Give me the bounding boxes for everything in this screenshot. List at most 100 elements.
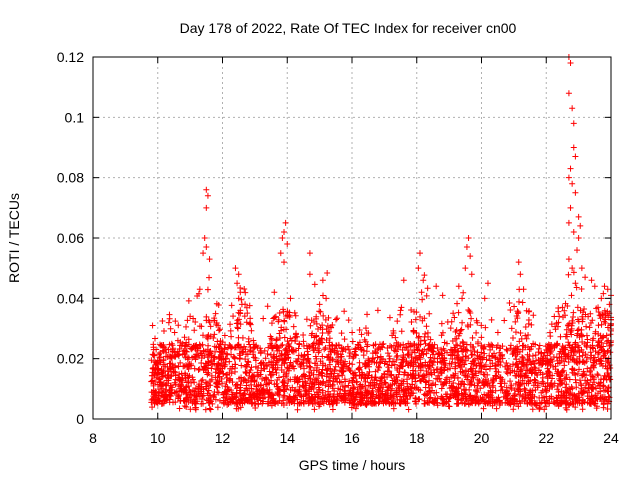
data-point: [530, 312, 537, 319]
data-point: [198, 383, 205, 390]
data-point: [447, 325, 454, 332]
data-point: [492, 365, 499, 372]
data-point: [561, 350, 568, 357]
data-point: [588, 277, 595, 284]
data-point: [461, 400, 468, 407]
data-point: [324, 322, 331, 329]
data-point: [239, 334, 246, 341]
data-point: [409, 381, 416, 388]
data-point: [421, 346, 428, 353]
data-point: [235, 271, 242, 278]
data-point: [531, 376, 538, 383]
data-point: [276, 335, 283, 342]
data-point: [512, 318, 519, 325]
data-point: [241, 313, 248, 320]
data-point: [323, 326, 330, 333]
data-point: [368, 390, 375, 397]
data-point: [227, 399, 234, 406]
data-point: [483, 392, 490, 399]
data-point: [538, 399, 545, 406]
data-point: [258, 367, 265, 374]
data-point: [481, 363, 488, 370]
data-point: [569, 105, 576, 112]
data-point: [183, 348, 190, 355]
data-point: [154, 360, 161, 367]
data-point: [288, 347, 295, 354]
data-point: [574, 330, 581, 337]
data-point: [576, 366, 583, 373]
data-point: [358, 346, 365, 353]
data-point: [439, 292, 446, 299]
data-point: [350, 385, 357, 392]
data-point: [201, 235, 208, 241]
data-point: [407, 343, 414, 350]
data-point: [511, 303, 518, 310]
data-point: [561, 392, 568, 399]
data-point: [507, 342, 514, 349]
data-point: [488, 316, 495, 323]
data-point: [460, 343, 467, 350]
data-point: [190, 393, 197, 400]
data-point: [287, 335, 294, 342]
data-point: [232, 382, 239, 389]
data-point: [204, 192, 211, 199]
data-point: [313, 320, 320, 327]
data-point: [435, 351, 442, 358]
data-point: [568, 322, 575, 329]
data-point: [390, 342, 397, 349]
data-point: [231, 354, 238, 361]
data-point: [331, 370, 338, 377]
data-point: [208, 372, 215, 379]
data-point: [181, 402, 188, 409]
data-point: [217, 351, 224, 358]
data-point: [462, 346, 469, 353]
data-point: [286, 343, 293, 350]
data-point: [412, 385, 419, 392]
data-point: [398, 377, 405, 384]
data-point: [196, 341, 203, 348]
data-point: [149, 322, 156, 329]
data-point: [303, 316, 310, 323]
data-point: [410, 390, 417, 397]
data-point: [574, 247, 581, 254]
data-point: [502, 363, 509, 370]
data-point: [579, 389, 586, 396]
data-point: [487, 357, 494, 364]
data-point: [280, 397, 287, 404]
data-point: [285, 367, 292, 374]
data-point: [277, 352, 284, 359]
data-point: [470, 374, 477, 381]
data-point: [543, 403, 550, 410]
data-point: [481, 381, 488, 388]
data-point: [264, 363, 271, 370]
data-point: [235, 316, 242, 323]
data-point: [378, 343, 385, 350]
data-point: [566, 390, 573, 397]
data-point: [185, 336, 192, 343]
data-point: [262, 355, 269, 362]
data-point: [255, 381, 262, 388]
data-point: [228, 333, 235, 340]
data-point: [284, 241, 291, 248]
data-point: [553, 320, 560, 327]
data-point: [315, 325, 322, 332]
data-point: [544, 383, 551, 390]
data-point: [280, 308, 287, 315]
data-point: [204, 335, 211, 342]
data-point: [550, 363, 557, 370]
data-point: [352, 405, 359, 412]
data-point: [246, 320, 253, 327]
data-point: [601, 318, 608, 325]
data-point: [306, 250, 313, 257]
data-point: [229, 379, 236, 386]
data-point: [473, 329, 480, 336]
data-point: [547, 333, 554, 340]
data-point: [199, 400, 206, 407]
data-point: [175, 322, 182, 329]
data-point: [584, 354, 591, 361]
data-point: [213, 380, 220, 387]
data-point: [281, 392, 288, 399]
data-point: [166, 341, 173, 348]
data-point: [504, 362, 511, 369]
data-point: [591, 283, 598, 290]
